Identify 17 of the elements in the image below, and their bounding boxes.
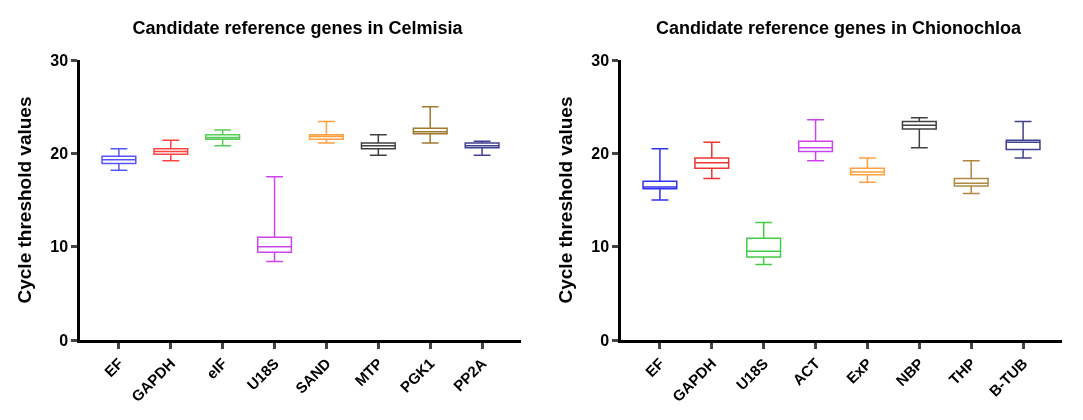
y-tick-label: 0 — [600, 331, 610, 349]
y-tick-label: 0 — [59, 331, 69, 349]
y-tick-label: 20 — [50, 144, 69, 162]
x-tick-label: ExP — [842, 354, 875, 387]
chart-title: Candidate reference genes in Celmisia — [132, 17, 464, 38]
x-tick-label: EF — [100, 354, 127, 381]
y-tick-label: 10 — [591, 238, 610, 256]
y-axis-title: Cycle threshold values — [554, 96, 576, 304]
x-tick-label: THP — [945, 354, 979, 388]
chart-title: Candidate reference genes in Chionochloa — [656, 17, 1023, 38]
y-tick-label: 10 — [50, 238, 69, 256]
y-tick-label: 30 — [50, 51, 69, 69]
y-tick-label: 30 — [591, 51, 610, 69]
y-tick-label: 20 — [591, 144, 610, 162]
y-axis-title: Cycle threshold values — [13, 96, 35, 304]
x-tick-label: eIF — [202, 354, 231, 383]
x-tick-label: EF — [641, 354, 668, 381]
